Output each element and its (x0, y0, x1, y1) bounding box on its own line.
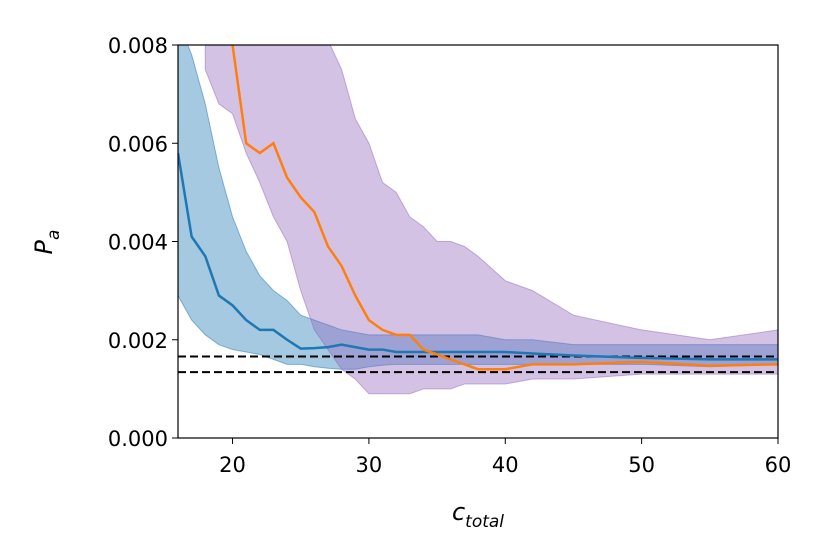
series-line (178, 152, 778, 361)
series-line (231, 45, 778, 371)
y-tick-label: 0.002 (108, 329, 168, 353)
x-tick-label: 60 (765, 453, 792, 477)
confidence-band (178, 45, 778, 370)
y-label-sub: a (44, 230, 64, 240)
x-tick-label: 50 (628, 453, 655, 477)
y-tick-label: 0.000 (108, 427, 168, 451)
x-label-sub: total (465, 512, 504, 532)
plot-area (178, 45, 778, 395)
y-tick-label: 0.004 (108, 231, 168, 255)
confidence-band (204, 45, 778, 395)
x-tick-label: 40 (492, 453, 519, 477)
y-axis-label: Pa (30, 230, 64, 255)
y-tick-label: 0.008 (108, 34, 168, 58)
x-tick-label: 30 (356, 453, 383, 477)
x-label-main: c (452, 498, 465, 526)
x-tick-label: 20 (219, 453, 246, 477)
y-label-main: P (30, 239, 58, 254)
y-tick-label: 0.006 (108, 132, 168, 156)
x-axis-label: ctotal (452, 498, 504, 532)
